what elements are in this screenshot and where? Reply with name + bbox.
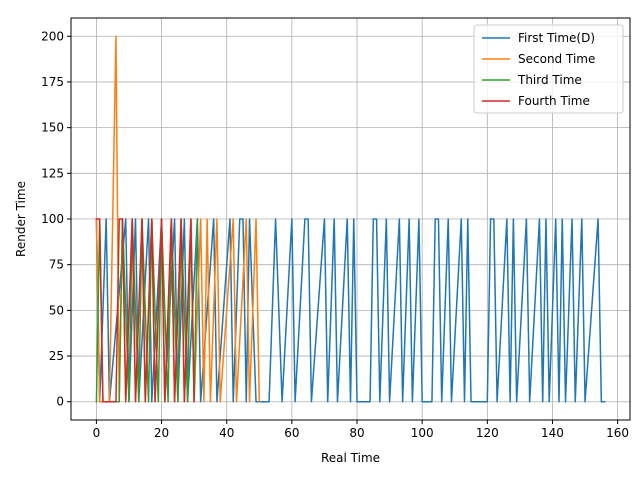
legend: First Time(D) Second Time Third Time Fourth… bbox=[473, 24, 624, 114]
y-tick-label: 25 bbox=[49, 349, 64, 363]
x-tick-label: 40 bbox=[219, 426, 234, 440]
x-axis-label: Real Time bbox=[321, 451, 380, 465]
y-tick-label: 50 bbox=[49, 303, 64, 317]
legend-label: First Time(D) bbox=[518, 31, 595, 45]
y-tick-label: 200 bbox=[41, 29, 64, 43]
series-layer bbox=[95, 35, 606, 403]
x-tick-label: 20 bbox=[154, 426, 169, 440]
x-axis: 0 20 40 60 80 100 120 140 160 bbox=[93, 420, 629, 440]
x-tick-label: 0 bbox=[93, 426, 101, 440]
legend-label: Second Time bbox=[518, 52, 595, 66]
y-axis-label: Render Time bbox=[14, 181, 28, 257]
y-tick-label: 75 bbox=[49, 258, 64, 272]
y-tick-label: 100 bbox=[41, 212, 64, 226]
legend-box bbox=[473, 24, 624, 114]
x-tick-label: 100 bbox=[411, 426, 434, 440]
x-tick-label: 140 bbox=[541, 426, 564, 440]
x-tick-label: 80 bbox=[349, 426, 364, 440]
y-tick-label: 125 bbox=[41, 166, 64, 180]
x-tick-label: 160 bbox=[606, 426, 629, 440]
y-axis: 0 25 50 75 100 125 150 175 200 bbox=[41, 29, 71, 409]
y-tick-label: 175 bbox=[41, 75, 64, 89]
series-line-4 bbox=[95, 218, 195, 403]
y-tick-label: 0 bbox=[56, 395, 64, 409]
x-tick-label: 60 bbox=[284, 426, 299, 440]
legend-label: Fourth Time bbox=[518, 94, 590, 108]
legend-label: Third Time bbox=[517, 73, 582, 87]
x-tick-label: 120 bbox=[476, 426, 499, 440]
y-tick-label: 150 bbox=[41, 121, 64, 135]
